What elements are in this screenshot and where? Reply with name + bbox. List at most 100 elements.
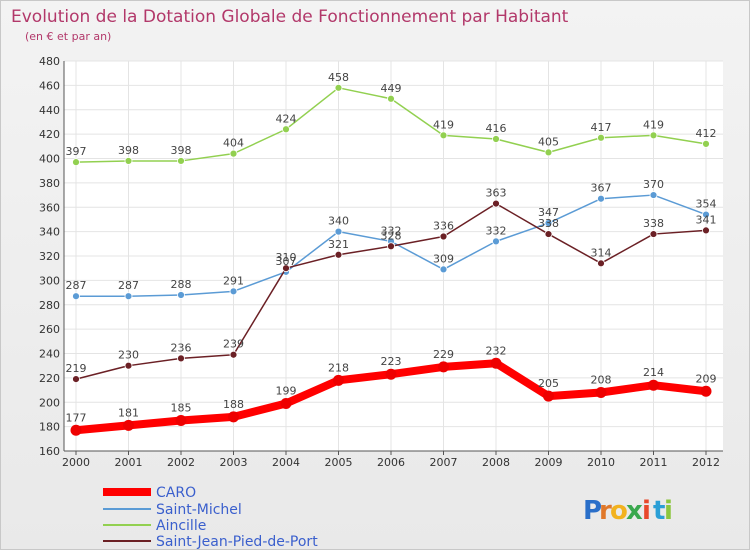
logo-letter: t bbox=[653, 496, 665, 526]
data-label: 370 bbox=[643, 178, 664, 191]
data-point bbox=[597, 259, 605, 268]
data-point bbox=[124, 361, 133, 370]
y-tick-label: 480 bbox=[39, 55, 60, 68]
y-tick-label: 380 bbox=[39, 177, 60, 190]
data-point bbox=[72, 375, 80, 383]
data-label-layer: 397 398 398 404 424 458 449 419 416 405 417 419 412 2… bbox=[66, 71, 717, 424]
logo-letter: o bbox=[610, 496, 628, 526]
data-label: 336 bbox=[433, 220, 454, 233]
data-label: 199 bbox=[276, 384, 297, 397]
data-point bbox=[702, 139, 710, 148]
data-label: 229 bbox=[433, 348, 454, 361]
data-point bbox=[544, 219, 553, 227]
data-label: 177 bbox=[66, 411, 87, 424]
x-tick-label: 2012 bbox=[692, 456, 720, 469]
data-label: 307 bbox=[276, 255, 297, 268]
x-tick-label: 2005 bbox=[325, 456, 353, 469]
logo-letter: P bbox=[583, 496, 602, 526]
data-label: 287 bbox=[118, 279, 139, 292]
data-point bbox=[334, 227, 343, 236]
data-point bbox=[175, 415, 187, 427]
y-tick-label: 240 bbox=[39, 348, 60, 361]
data-label: 367 bbox=[591, 182, 612, 195]
data-point bbox=[439, 131, 448, 140]
data-point bbox=[387, 242, 395, 251]
data-point bbox=[177, 291, 185, 299]
data-label: 223 bbox=[381, 355, 402, 368]
data-point bbox=[280, 397, 292, 409]
x-tick-label: 2010 bbox=[587, 456, 615, 469]
data-label: 321 bbox=[328, 238, 349, 251]
data-label: 338 bbox=[538, 217, 559, 230]
data-label: 185 bbox=[171, 402, 192, 415]
data-label: 291 bbox=[223, 274, 244, 287]
data-label: 209 bbox=[696, 372, 717, 385]
x-tick-label: 2011 bbox=[640, 456, 668, 469]
legend-label: CARO bbox=[156, 485, 196, 501]
data-label: 230 bbox=[118, 349, 139, 362]
y-tick-label: 340 bbox=[39, 226, 60, 239]
data-label: 341 bbox=[696, 213, 717, 226]
data-point bbox=[490, 357, 502, 369]
data-label: 405 bbox=[538, 135, 559, 148]
data-label: 181 bbox=[118, 406, 139, 419]
data-label: 287 bbox=[66, 279, 87, 292]
data-point bbox=[492, 199, 500, 208]
chart-title: Evolution de la Dotation Globale de Fonc… bbox=[11, 7, 569, 27]
data-label: 208 bbox=[591, 374, 612, 387]
data-point bbox=[439, 265, 448, 274]
logo-letter: r bbox=[599, 496, 612, 526]
data-point bbox=[228, 411, 239, 423]
x-tick-label: 2003 bbox=[220, 456, 248, 469]
data-label: 363 bbox=[486, 187, 507, 200]
data-point bbox=[72, 158, 80, 167]
data-point bbox=[334, 250, 343, 259]
data-label: 347 bbox=[538, 206, 559, 219]
x-tick-label: 2000 bbox=[62, 456, 90, 469]
x-tick-label: 2006 bbox=[377, 456, 405, 469]
y-tick-label: 440 bbox=[39, 104, 60, 117]
data-label: 236 bbox=[171, 341, 192, 354]
y-tick-label: 220 bbox=[39, 372, 60, 385]
data-label: 412 bbox=[696, 127, 717, 140]
x-tick-label: 2007 bbox=[430, 456, 458, 469]
data-point bbox=[439, 232, 448, 241]
y-tick-label: 180 bbox=[39, 421, 60, 434]
data-point bbox=[334, 83, 343, 92]
y-tick-label: 320 bbox=[39, 250, 60, 263]
data-point bbox=[282, 264, 290, 273]
data-label: 419 bbox=[433, 118, 454, 131]
y-tick-label: 300 bbox=[39, 274, 60, 287]
data-point bbox=[649, 131, 658, 140]
data-label: 288 bbox=[171, 278, 192, 291]
data-point bbox=[229, 350, 238, 359]
data-label: 354 bbox=[696, 198, 717, 211]
data-label: 205 bbox=[538, 377, 559, 390]
legend: CAROSaint-MichelAincilleSaint-Jean-Pied-… bbox=[103, 485, 318, 550]
y-tick-label: 200 bbox=[39, 396, 60, 409]
data-point bbox=[700, 385, 712, 397]
data-point bbox=[177, 354, 185, 363]
legend-label: Aincille bbox=[156, 518, 206, 534]
data-label: 219 bbox=[66, 362, 87, 375]
data-label: 340 bbox=[328, 215, 349, 228]
data-point bbox=[492, 237, 500, 246]
data-label: 416 bbox=[486, 122, 507, 135]
x-tick-label: 2001 bbox=[115, 456, 143, 469]
data-label: 397 bbox=[66, 145, 87, 158]
data-point bbox=[229, 149, 238, 158]
data-point bbox=[282, 125, 290, 134]
data-point bbox=[544, 230, 553, 238]
data-point bbox=[385, 368, 397, 380]
data-label: 398 bbox=[171, 144, 192, 157]
y-tick-label: 400 bbox=[39, 153, 60, 166]
data-point bbox=[70, 424, 82, 436]
logo-letter: i bbox=[642, 496, 651, 526]
chart-subtitle: (en € et par an) bbox=[25, 30, 111, 43]
data-point bbox=[543, 390, 554, 402]
data-point bbox=[229, 287, 238, 296]
data-point bbox=[123, 419, 134, 431]
